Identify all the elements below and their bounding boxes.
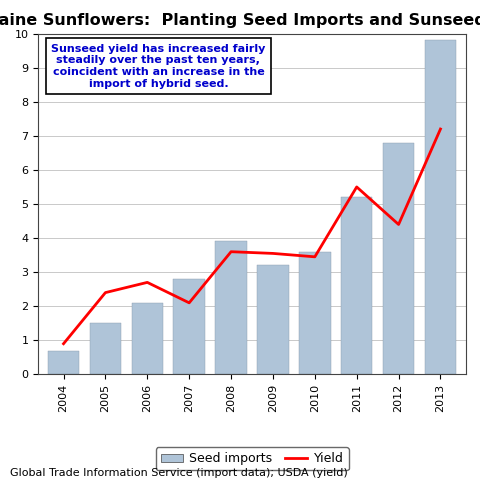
Bar: [90, 324, 121, 374]
Bar: [216, 241, 247, 374]
Bar: [341, 197, 372, 374]
Bar: [425, 40, 456, 374]
Legend: Seed imports, Yield: Seed imports, Yield: [156, 447, 348, 470]
Bar: [48, 350, 79, 374]
Bar: [173, 279, 205, 374]
Bar: [132, 303, 163, 374]
Bar: [383, 143, 414, 374]
Bar: [257, 265, 288, 374]
Title: Ukraine Sunflowers:  Planting Seed Imports and Sunseed Yield: Ukraine Sunflowers: Planting Seed Import…: [0, 13, 480, 28]
Text: Sunseed yield has increased fairly
steadily over the past ten years,
coincident : Sunseed yield has increased fairly stead…: [51, 44, 265, 89]
Text: Global Trade Information Service (import data); USDA (yield): Global Trade Information Service (import…: [10, 468, 348, 478]
Bar: [299, 252, 331, 374]
